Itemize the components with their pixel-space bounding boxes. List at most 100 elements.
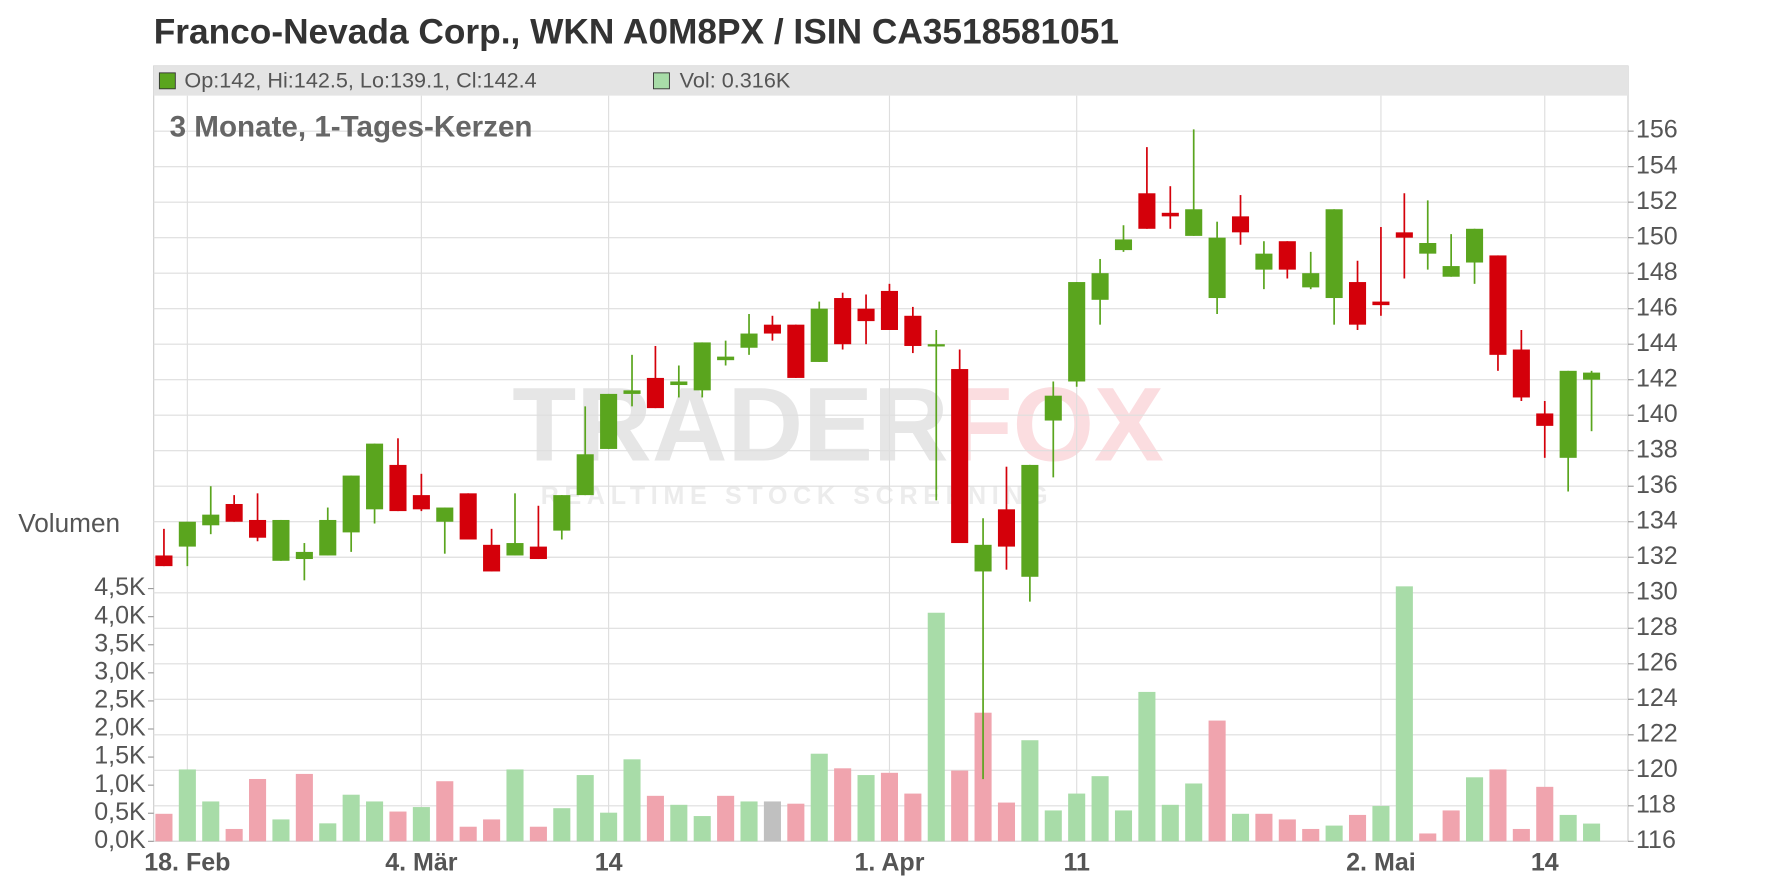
candle-body xyxy=(249,519,267,538)
volume-bar xyxy=(1583,823,1601,842)
y-tick-label: 146 xyxy=(1636,293,1678,321)
candle-body xyxy=(155,555,173,567)
volume-bar xyxy=(342,794,360,842)
volume-axis-title: Volumen xyxy=(18,508,120,538)
legend-bar xyxy=(153,66,1629,96)
volume-bar xyxy=(1114,810,1133,842)
y-tick-label: 134 xyxy=(1636,506,1678,534)
candle-body xyxy=(717,356,735,361)
volume-bar xyxy=(1208,720,1226,842)
candle-body xyxy=(1536,413,1554,426)
candle-body xyxy=(553,495,571,531)
candle-body xyxy=(693,342,711,391)
candle-body xyxy=(412,495,430,510)
candle-body xyxy=(576,454,594,496)
volume-bar xyxy=(506,769,524,842)
candle-body xyxy=(483,544,501,572)
candle-body xyxy=(1114,239,1133,251)
volume-tick-label: 4,5K xyxy=(94,573,146,601)
y-tick-label: 132 xyxy=(1636,542,1678,570)
candle-body xyxy=(506,543,524,556)
candle-body xyxy=(904,315,922,346)
volume-bar xyxy=(202,801,220,842)
volume-bar xyxy=(1466,777,1484,842)
volume-bar xyxy=(389,811,407,842)
candle-body xyxy=(1044,395,1062,421)
volume-tick-label: 2,0K xyxy=(94,714,146,742)
volume-bar xyxy=(693,816,711,842)
volume-bar xyxy=(787,803,805,842)
volume-bar xyxy=(483,819,501,842)
candle-body xyxy=(600,393,618,449)
volume-bar xyxy=(763,801,781,842)
volume-bar xyxy=(810,753,828,842)
candle-body xyxy=(951,369,969,544)
volume-bar xyxy=(1489,769,1507,842)
volume-bar xyxy=(904,793,922,842)
x-tick-label: 14 xyxy=(1531,849,1559,877)
volume-bar xyxy=(1255,813,1273,842)
candle-body xyxy=(342,475,360,533)
volume-bar xyxy=(600,812,618,842)
volume-bar xyxy=(272,819,290,842)
y-tick-label: 130 xyxy=(1636,577,1678,605)
volume-bar xyxy=(1161,804,1179,842)
y-tick-label: 148 xyxy=(1636,258,1678,286)
volume-tick-label: 0,0K xyxy=(94,826,146,854)
candle-body xyxy=(857,308,875,322)
volume-bar xyxy=(1278,819,1296,842)
chart-title: Franco-Nevada Corp., WKN A0M8PX / ISIN C… xyxy=(154,12,1119,51)
candle-body xyxy=(1559,370,1577,458)
x-tick-label: 11 xyxy=(1063,849,1090,877)
volume-bar xyxy=(1559,814,1577,842)
volume-bar xyxy=(436,781,454,842)
volume-bar xyxy=(529,826,547,842)
chart-subtitle: 3 Monate, 1-Tages-Kerzen xyxy=(170,110,533,143)
x-tick-label: 2. Mai xyxy=(1346,849,1416,877)
candle-body xyxy=(529,546,547,560)
y-tick-label: 154 xyxy=(1636,151,1678,179)
volume-bar xyxy=(155,813,173,842)
volume-bar xyxy=(951,770,969,842)
volume-bars xyxy=(155,586,1601,842)
candle-body xyxy=(1161,212,1179,217)
candle-body xyxy=(1583,372,1601,380)
volume-tick-label: 4,0K xyxy=(94,601,146,629)
candle-body xyxy=(740,333,758,348)
volume-bar xyxy=(1442,810,1460,842)
legend-swatch xyxy=(653,72,670,90)
volume-bar xyxy=(927,612,945,842)
candle-body xyxy=(1208,237,1226,299)
candle-body xyxy=(1138,193,1156,229)
candle-body xyxy=(389,464,407,512)
y-tick-label: 118 xyxy=(1636,790,1676,818)
volume-bar xyxy=(1395,586,1413,842)
volume-bar xyxy=(646,795,664,842)
volume-tick-label: 1,5K xyxy=(94,742,146,770)
y-tick-label: 122 xyxy=(1636,719,1678,747)
volume-bar xyxy=(1138,691,1156,842)
watermark-part: FOX xyxy=(949,366,1164,483)
volume-bar xyxy=(997,802,1016,842)
candle-body xyxy=(202,514,220,526)
y-tick-label: 128 xyxy=(1636,613,1678,641)
y-tick-label: 124 xyxy=(1636,684,1678,712)
x-tick-label: 4. Mär xyxy=(385,849,458,877)
candle-body xyxy=(1348,282,1367,325)
candle-body xyxy=(1395,232,1413,238)
y-tick-label: 150 xyxy=(1636,222,1678,250)
x-tick-label: 14 xyxy=(595,849,623,877)
y-tick-label: 136 xyxy=(1636,471,1678,499)
volume-bar xyxy=(717,795,735,842)
candle-body xyxy=(1021,464,1039,577)
volume-bar xyxy=(1091,776,1109,842)
volume-bar xyxy=(249,778,267,842)
candle-body xyxy=(225,503,243,522)
volume-bar xyxy=(857,775,875,842)
candle-body xyxy=(366,443,384,510)
candle-body xyxy=(927,344,945,347)
volume-tick-label: 3,0K xyxy=(94,657,146,685)
volume-tick-label: 1,0K xyxy=(94,770,146,798)
candle-body xyxy=(1325,209,1343,299)
